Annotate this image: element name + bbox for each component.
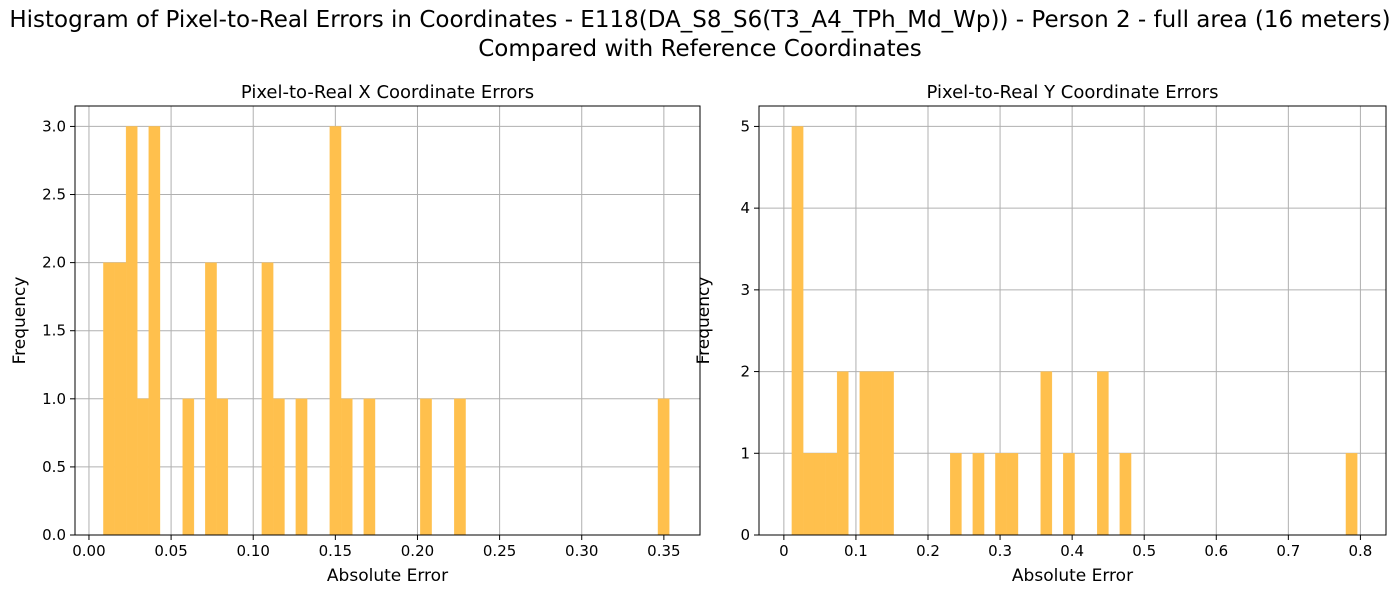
x-tick-label: 0.30 xyxy=(565,542,598,560)
y-error-histogram: 0 0.1 0.2 0.3 0.4 0.5 0.6 0.7 0.8 0 1 2 3 4 5 Pixel-to-… xyxy=(694,82,1387,586)
histogram-bar xyxy=(261,262,274,536)
y-tick-label: 0.0 xyxy=(42,526,66,544)
x-tick-label: 0.7 xyxy=(1276,542,1300,560)
y-tick-label: 1.0 xyxy=(42,390,66,408)
y-tick-label: 1 xyxy=(740,444,750,462)
histogram-bar xyxy=(972,453,985,536)
histogram-bar xyxy=(295,398,308,536)
histogram-bar xyxy=(205,262,217,536)
histogram-bar xyxy=(1063,453,1075,536)
y-tick-label: 1.5 xyxy=(42,322,66,340)
histogram-bar xyxy=(340,398,353,536)
x-error-histogram: 0.00 0.05 0.10 0.15 0.20 0.25 0.30 0.35 0.0 0.5 1.… xyxy=(10,82,701,586)
histogram-bar xyxy=(454,398,466,536)
y-tick-label: 3 xyxy=(740,281,750,299)
x-tick-label: 0.10 xyxy=(237,542,270,560)
x-tick-label: 0.4 xyxy=(1060,542,1084,560)
x-tick-label: 0.25 xyxy=(483,542,516,560)
histogram-bar xyxy=(1119,453,1132,536)
histogram-bar xyxy=(114,262,127,536)
x-tick-label: 0.8 xyxy=(1348,542,1372,560)
histogram-bar xyxy=(216,398,229,536)
axes-frame xyxy=(74,105,701,536)
histogram-bar xyxy=(182,398,195,536)
histogram-bar xyxy=(273,398,285,536)
histogram-bar xyxy=(995,453,1007,536)
figure-title-line-1: Histogram of Pixel-to-Real Errors in Coo… xyxy=(9,7,1391,33)
x-tick-label: 0.1 xyxy=(844,542,868,560)
x-axis-label: Absolute Error xyxy=(1012,566,1133,586)
x-tick-label: 0.3 xyxy=(988,542,1012,560)
y-tick-label: 3.0 xyxy=(42,117,66,135)
x-tick-label: 0.5 xyxy=(1132,542,1156,560)
x-tick-label: 0 xyxy=(779,542,789,560)
y-tick-label: 2 xyxy=(740,363,750,381)
figure-title: Histogram of Pixel-to-Real Errors in Coo… xyxy=(0,6,1400,64)
histogram-bar xyxy=(814,453,826,536)
y-tick-label: 0.5 xyxy=(42,458,66,476)
x-tick-label: 0.15 xyxy=(319,542,352,560)
y-tick-label: 0 xyxy=(740,526,750,544)
histogram-bar xyxy=(137,398,149,536)
histogram-bar xyxy=(657,398,670,536)
x-tick-label: 0.20 xyxy=(401,542,434,560)
histogram-bar xyxy=(950,453,962,536)
histogram-bar xyxy=(1006,453,1019,536)
y-tick-label: 4 xyxy=(740,199,750,217)
histogram-bar xyxy=(1097,371,1109,536)
histogram-bar xyxy=(420,398,432,536)
histogram-bar xyxy=(125,126,138,536)
figure-title-line-2: Compared with Reference Coordinates xyxy=(478,36,922,62)
histogram-bar xyxy=(363,398,376,536)
histogram-bar xyxy=(1040,371,1053,536)
y-tick-label: 2.5 xyxy=(42,186,66,204)
x-axis-label: Absolute Error xyxy=(327,566,448,586)
subplot-title: Pixel-to-Real X Coordinate Errors xyxy=(241,82,534,103)
y-tick-label: 5 xyxy=(740,117,750,135)
histogram-bar xyxy=(148,126,161,536)
y-axis-label: Frequency xyxy=(694,277,714,365)
histogram-bar xyxy=(870,371,883,536)
histogram-bar xyxy=(836,371,849,536)
y-axis-label: Frequency xyxy=(10,277,30,365)
x-tick-label: 0.05 xyxy=(154,542,187,560)
subplot-title: Pixel-to-Real Y Coordinate Errors xyxy=(927,82,1219,103)
histogram-bar xyxy=(859,371,872,536)
histogram-bar xyxy=(329,126,342,536)
x-tick-label: 0.2 xyxy=(916,542,940,560)
x-tick-label: 0.35 xyxy=(647,542,680,560)
x-tick-label: 0.00 xyxy=(72,542,105,560)
histogram-bar xyxy=(825,453,838,536)
histogram-bar xyxy=(803,453,815,536)
histogram-bar xyxy=(791,126,804,536)
histogram-bar xyxy=(1345,453,1358,536)
histogram-bar xyxy=(103,262,115,536)
x-tick-label: 0.6 xyxy=(1204,542,1228,560)
y-tick-label: 2.0 xyxy=(42,254,66,272)
histogram-bar xyxy=(882,371,894,536)
